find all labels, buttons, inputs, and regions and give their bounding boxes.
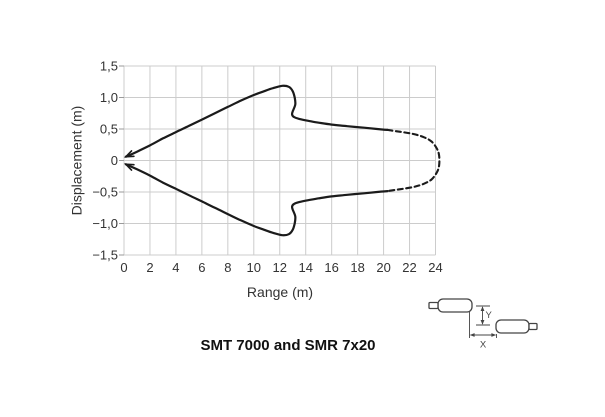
receiver-connector-shape bbox=[528, 322, 538, 331]
y-tick-label: 0 bbox=[111, 153, 118, 168]
y-tick-label: 1,0 bbox=[100, 90, 118, 105]
x-tick-label: 20 bbox=[376, 260, 390, 275]
x-dim-arrow-right-icon bbox=[491, 333, 497, 337]
sensor-offset-icon: Y X bbox=[428, 298, 538, 351]
y-tick-label: 0,5 bbox=[100, 122, 118, 137]
figure-title: SMT 7000 and SMR 7x20 bbox=[200, 337, 375, 354]
detection-boundary-lower-solid bbox=[124, 163, 389, 237]
x-tick-label: 18 bbox=[350, 260, 364, 275]
detection-envelope-curves bbox=[123, 84, 441, 237]
y-dim-reference-lines bbox=[476, 305, 490, 326]
x-tick-label: 22 bbox=[402, 260, 416, 275]
icon-x-dim-label: X bbox=[480, 340, 487, 351]
y-tick-label: −0,5 bbox=[92, 185, 118, 200]
x-tick-label: 8 bbox=[224, 260, 231, 275]
x-tick-label: 6 bbox=[198, 260, 205, 275]
curve-start-arrow-icon bbox=[123, 163, 135, 171]
receiver-sensor-shape bbox=[495, 319, 530, 334]
transmitter-connector-shape bbox=[428, 301, 439, 310]
x-axis-title: Range (m) bbox=[247, 284, 313, 300]
detection-boundary-far-dashed bbox=[386, 128, 441, 193]
y-axis-title: Displacement (m) bbox=[69, 106, 85, 216]
x-dim-extension-lines bbox=[469, 312, 497, 338]
y-dim-arrow-up-icon bbox=[480, 306, 485, 311]
x-tick-label: 24 bbox=[428, 260, 442, 275]
y-dim-arrow-down-icon bbox=[480, 320, 485, 325]
y-tick-label: −1,0 bbox=[92, 216, 118, 231]
y-tick-labels: 1,5 1,0 0,5 0 −0,5 −1,0 −1,5 bbox=[92, 59, 118, 263]
x-tick-label: 2 bbox=[146, 260, 153, 275]
x-tick-label: 0 bbox=[120, 260, 127, 275]
x-tick-label: 12 bbox=[273, 260, 287, 275]
curve-start-arrow-icon bbox=[123, 150, 135, 158]
x-tick-label: 16 bbox=[324, 260, 338, 275]
y-tick-label: −1,5 bbox=[92, 248, 118, 263]
grid-lines bbox=[123, 65, 436, 256]
y-tick-label: 1,5 bbox=[100, 59, 118, 74]
detection-boundary-upper-solid bbox=[124, 84, 389, 158]
x-dim-arrow-left-icon bbox=[469, 333, 475, 337]
axis-tick-marks bbox=[119, 65, 124, 256]
icon-y-dim-label: Y bbox=[486, 310, 493, 321]
transmitter-sensor-shape bbox=[437, 298, 473, 313]
x-tick-label: 10 bbox=[247, 260, 261, 275]
x-tick-label: 4 bbox=[172, 260, 179, 275]
x-tick-labels: 0 2 4 6 8 10 12 14 16 18 20 22 24 bbox=[120, 260, 442, 275]
x-tick-label: 14 bbox=[298, 260, 312, 275]
